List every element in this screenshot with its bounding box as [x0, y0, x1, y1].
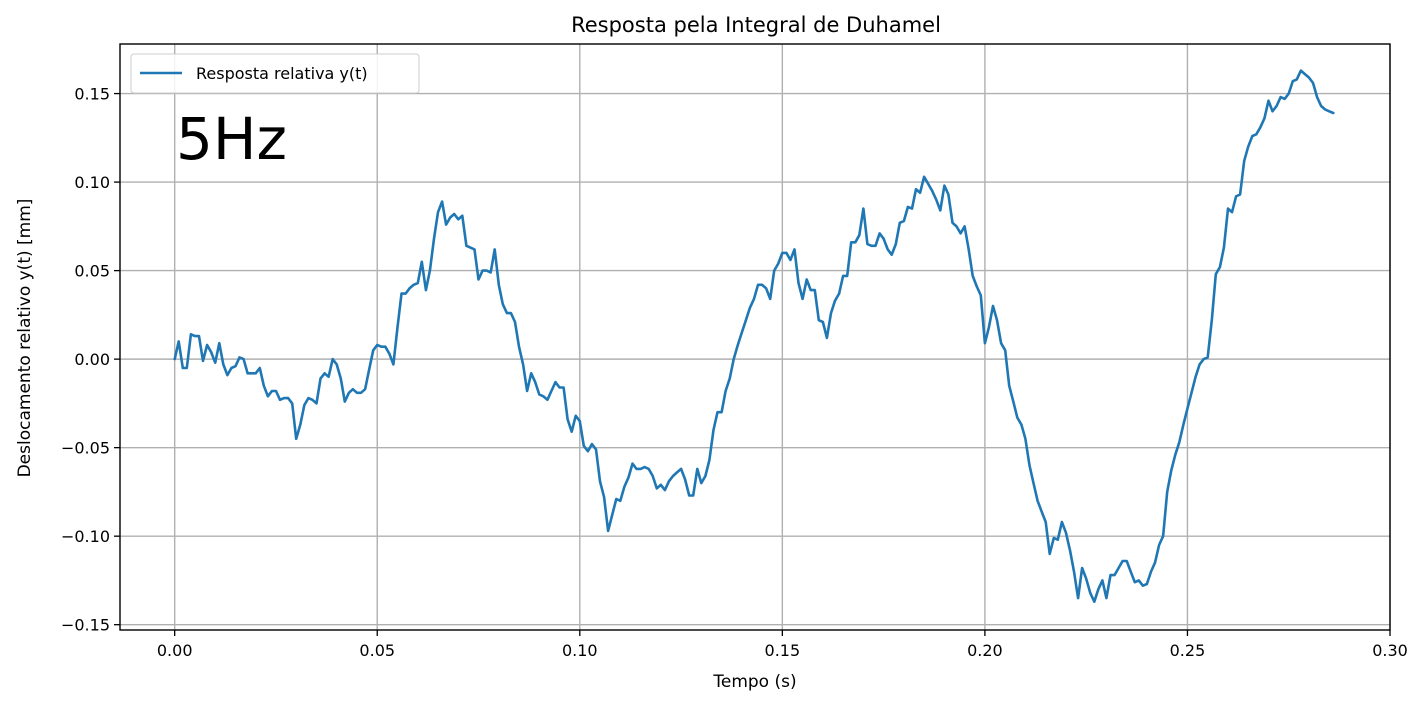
frequency-annotation: 5Hz — [176, 105, 287, 173]
x-axis-title: Tempo (s) — [712, 672, 796, 692]
legend: Resposta relativa y(t) — [130, 53, 420, 94]
y-tick-label: 0.15 — [74, 85, 110, 104]
series-line-layer — [173, 69, 1335, 604]
x-tick-label: 0.00 — [157, 641, 193, 660]
series-line-0 — [173, 69, 1335, 604]
plot-frame — [119, 43, 1391, 631]
legend-label: Resposta relativa y(t) — [196, 64, 368, 83]
y-axis-title: Deslocamento relativo y(t) [mm] — [15, 199, 35, 478]
x-axis: 0.00 0.05 0.10 0.15 0.20 0.25 0.30 — [157, 630, 1408, 660]
y-tick-label: −0.15 — [61, 616, 110, 635]
y-tick-label: 0.10 — [74, 173, 110, 192]
y-tick-label: 0.00 — [74, 350, 110, 369]
x-tick-label: 0.10 — [562, 641, 598, 660]
x-tick-label: 0.15 — [765, 641, 801, 660]
y-tick-label: −0.10 — [61, 527, 110, 546]
x-tick-label: 0.05 — [359, 641, 395, 660]
y-tick-label: −0.05 — [61, 439, 110, 458]
x-tick-label: 0.30 — [1372, 641, 1408, 660]
x-tick-label: 0.20 — [967, 641, 1003, 660]
chart-title: Resposta pela Integral de Duhamel — [571, 13, 941, 37]
y-axis: −0.15 −0.10 −0.05 0.00 0.05 0.10 0.15 — [61, 85, 120, 635]
y-tick-label: 0.05 — [74, 262, 110, 281]
x-tick-label: 0.25 — [1170, 641, 1206, 660]
legend-box — [130, 53, 420, 94]
